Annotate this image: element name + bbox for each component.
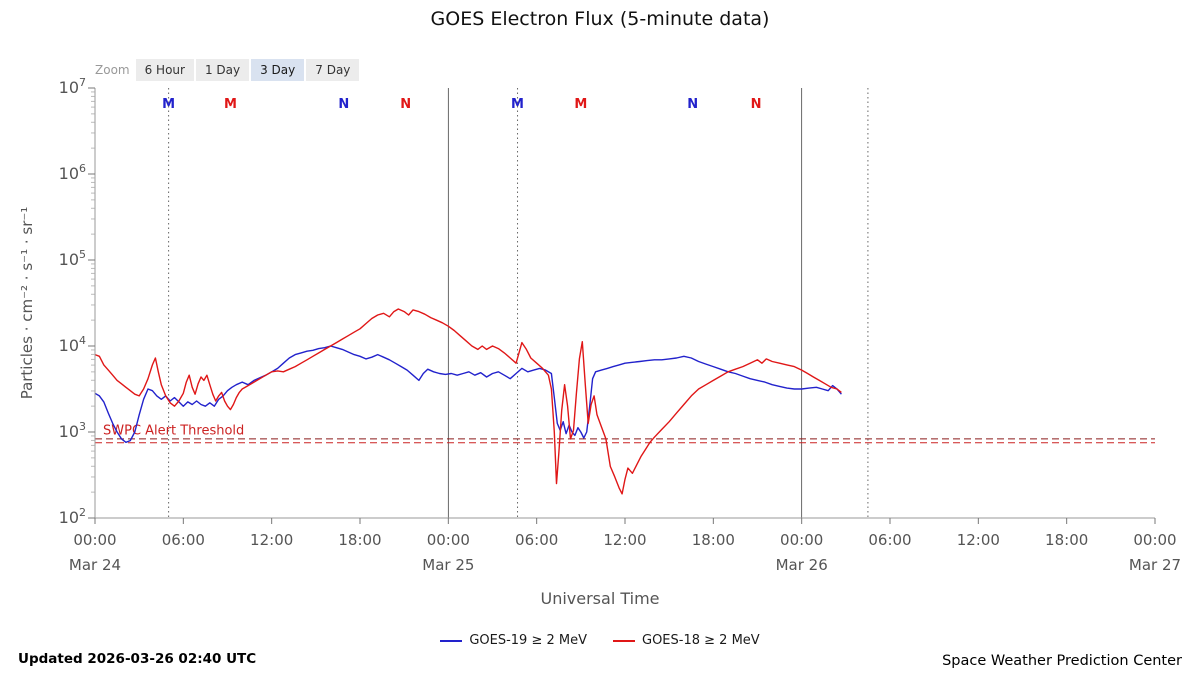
updated-timestamp: Updated 2026-03-26 02:40 UTC — [18, 651, 257, 667]
x-axis: 00:00 Mar 24 06:00 12:00 18:00 00:00 Mar 25 06:… — [69, 518, 1181, 574]
threshold-label: SWPC Alert Threshold — [103, 424, 244, 439]
zoom-3day-button[interactable]: 3 Day — [251, 59, 305, 81]
page-title: GOES Electron Flux (5-minute data) — [430, 8, 770, 30]
zoom-controls: Zoom 6 Hour 1 Day 3 Day 7 Day — [95, 59, 361, 81]
svg-text:N: N — [751, 97, 762, 112]
svg-text:12:00: 12:00 — [957, 531, 1000, 549]
legend-item-goes19[interactable]: GOES-19 ≥ 2 MeV — [440, 633, 587, 648]
alert-threshold: SWPC Alert Threshold — [95, 424, 1155, 444]
svg-text:N: N — [400, 97, 411, 112]
svg-text:06:00: 06:00 — [868, 531, 911, 549]
svg-text:12:00: 12:00 — [250, 531, 293, 549]
svg-text:00:00: 00:00 — [1133, 531, 1176, 549]
svg-text:M: M — [511, 97, 524, 112]
svg-text:00:00: 00:00 — [73, 531, 116, 549]
zoom-1day-button[interactable]: 1 Day — [195, 59, 250, 81]
svg-text:N: N — [687, 97, 698, 112]
svg-text:12:00: 12:00 — [603, 531, 646, 549]
svg-text:06:00: 06:00 — [515, 531, 558, 549]
svg-text:18:00: 18:00 — [692, 531, 735, 549]
svg-text:00:00: 00:00 — [427, 531, 470, 549]
svg-text:M: M — [574, 97, 587, 112]
svg-text:Mar 26: Mar 26 — [776, 556, 828, 574]
zoom-7day-button[interactable]: 7 Day — [306, 59, 360, 81]
svg-text:Mar 27: Mar 27 — [1129, 556, 1181, 574]
plot-area[interactable] — [95, 88, 1155, 518]
y-axis: 102 103 104 105 106 107 — [59, 76, 95, 527]
svg-text:18:00: 18:00 — [338, 531, 381, 549]
svg-text:M: M — [224, 97, 237, 112]
svg-text:18:00: 18:00 — [1045, 531, 1088, 549]
svg-text:N: N — [338, 97, 349, 112]
svg-text:106: 106 — [59, 162, 86, 183]
x-axis-title: Universal Time — [540, 589, 660, 608]
svg-text:Mar 25: Mar 25 — [422, 556, 474, 574]
zoom-label: Zoom — [95, 63, 130, 77]
day-boundary-lines — [168, 88, 869, 518]
svg-text:Mar 24: Mar 24 — [69, 556, 121, 574]
legend-item-goes18[interactable]: GOES-18 ≥ 2 MeV — [613, 633, 760, 648]
svg-text:00:00: 00:00 — [780, 531, 823, 549]
y-axis-title: Particles · cm⁻² · s⁻¹ · sr⁻¹ — [18, 206, 36, 400]
svg-text:103: 103 — [59, 420, 86, 441]
series-line-2 — [94, 308, 842, 495]
svg-text:105: 105 — [59, 248, 86, 269]
svg-text:M: M — [162, 97, 175, 112]
svg-text:102: 102 — [59, 506, 86, 527]
legend-label-goes19: GOES-19 ≥ 2 MeV — [469, 633, 587, 648]
goes18-line-swatch — [613, 639, 635, 642]
svg-text:104: 104 — [59, 334, 86, 355]
legend-label-goes18: GOES-18 ≥ 2 MeV — [642, 633, 760, 648]
legend: GOES-19 ≥ 2 MeV GOES-18 ≥ 2 MeV — [0, 633, 1200, 648]
svg-text:06:00: 06:00 — [162, 531, 205, 549]
zoom-6hour-button[interactable]: 6 Hour — [135, 59, 194, 81]
svg-text:107: 107 — [59, 76, 86, 97]
goes19-line-swatch — [440, 639, 463, 642]
series-line-1 — [94, 345, 842, 443]
credit-text: Space Weather Prediction Center — [942, 653, 1182, 669]
